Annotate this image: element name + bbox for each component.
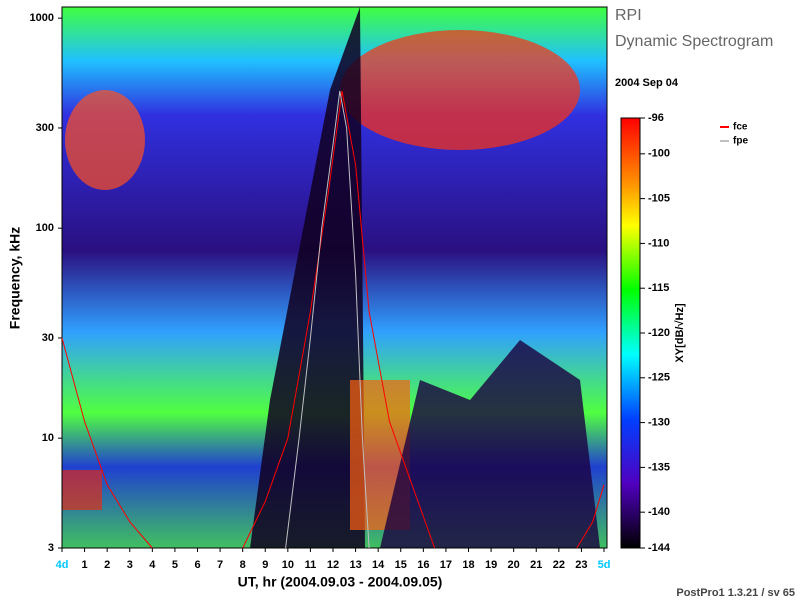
title: RPI (615, 7, 642, 24)
x-tick-label: 1 (82, 559, 88, 571)
colorbar (620, 117, 641, 549)
colorbar-tick-label: -105 (648, 193, 670, 205)
x-tick-label: 2 (104, 559, 110, 571)
x-tick-label: 15 (395, 559, 407, 571)
y-tick-label: 300 (36, 122, 54, 134)
colorbar-label: XY[dB/√Hz] (674, 303, 686, 363)
plot-frame (61, 6, 608, 549)
x-tick-label: 18 (462, 559, 474, 571)
x-tick-label: 4d (56, 559, 69, 571)
x-tick-label: 6 (194, 559, 200, 571)
colorbar-tick-label: -144 (648, 542, 671, 554)
colorbar-tick-label: -115 (648, 282, 669, 294)
legend-label: fpe (733, 136, 748, 147)
colorbar-tick-label: -130 (648, 416, 670, 428)
y-tick-label: 30 (42, 332, 54, 344)
colorbar-tick-label: -100 (648, 148, 670, 160)
colorbar-tick-label: -120 (648, 327, 670, 339)
x-tick-label: 19 (485, 559, 497, 571)
x-tick-label: 5 (172, 559, 178, 571)
x-tick-label: 17 (440, 559, 452, 571)
x-tick-label: 11 (305, 559, 317, 571)
x-tick-label: 16 (417, 559, 429, 571)
x-tick-label: 3 (127, 559, 133, 571)
y-tick-label: 100 (36, 222, 54, 234)
x-tick-label: 13 (349, 559, 361, 571)
subtitle: Dynamic Spectrogram (615, 33, 773, 50)
x-axis-label: UT, hr (2004.09.03 - 2004.09.05) (238, 574, 443, 590)
colorbar-tick-label: -140 (648, 506, 670, 518)
x-tick-label: 20 (508, 559, 520, 571)
x-tick-label: 21 (530, 559, 542, 571)
x-tick-label: 14 (372, 559, 385, 571)
series-line (61, 90, 605, 549)
x-tick-label: 9 (262, 559, 268, 571)
footer: PostPro1 1.3.21 / sv 65 (676, 587, 795, 599)
x-tick-label: 23 (575, 559, 587, 571)
legend-label: fce (733, 122, 748, 133)
date: 2004 Sep 04 (615, 77, 679, 89)
x-tick-label: 7 (217, 559, 223, 571)
x-tick-label: 22 (553, 559, 565, 571)
x-tick-label: 4 (149, 559, 156, 571)
x-tick-label: 10 (282, 559, 294, 571)
colorbar-tick-label: -125 (648, 372, 670, 384)
y-tick-label: 1000 (30, 12, 54, 24)
x-tick-label: 12 (327, 559, 339, 571)
y-axis-label: Frequency, kHz (7, 227, 23, 329)
colorbar-tick-label: -96 (648, 112, 664, 124)
colorbar-tick-label: -110 (648, 237, 669, 249)
x-tick-label: 5d (598, 559, 611, 571)
y-tick-label: 10 (42, 432, 54, 444)
colorbar-tick-label: -135 (648, 461, 670, 473)
x-tick-label: 8 (240, 559, 246, 571)
y-tick-label: 3 (48, 542, 54, 554)
spectrogram-image (62, 7, 607, 548)
series-line (285, 90, 370, 549)
